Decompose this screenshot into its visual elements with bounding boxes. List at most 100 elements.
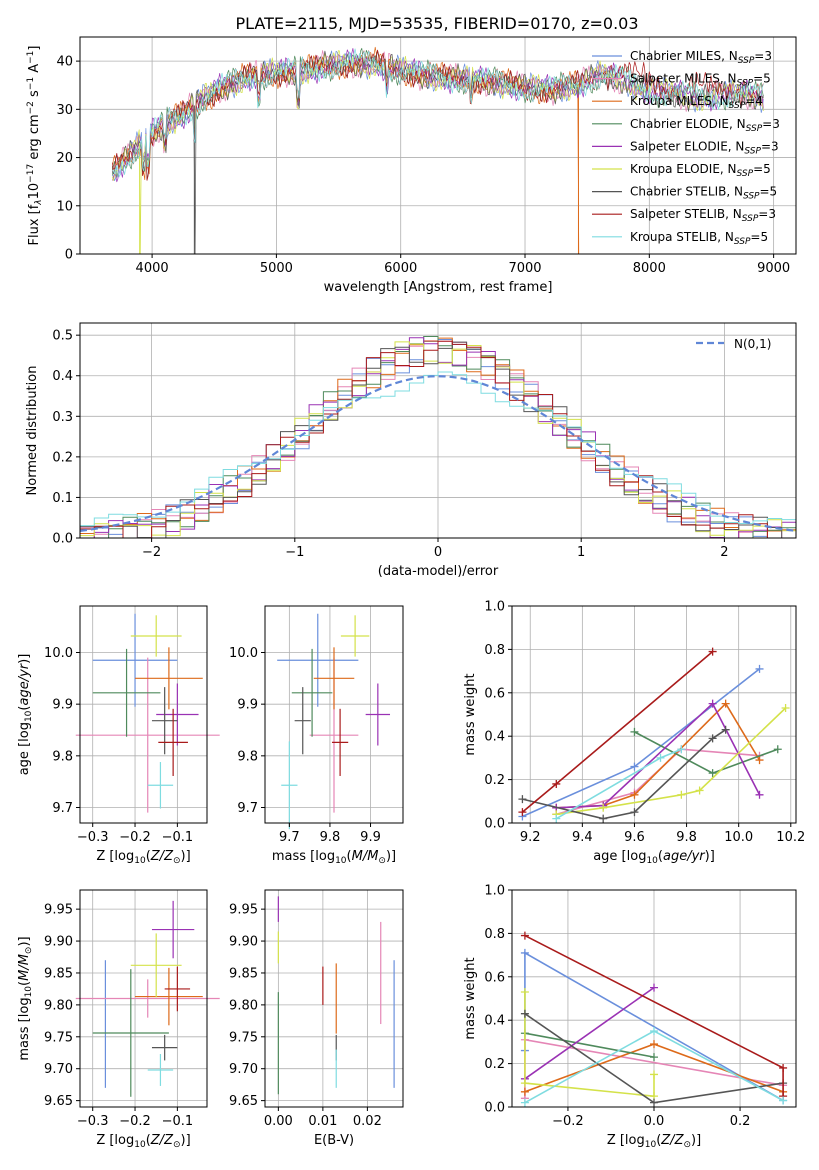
x-tick-label: 9.9 xyxy=(360,830,381,845)
weight-marker xyxy=(520,1009,529,1018)
weight-marker xyxy=(520,948,529,957)
histogram-salpeter-stelib xyxy=(80,340,796,539)
label-part: 10 xyxy=(24,986,34,998)
legend-label: Chabrier MILES, NSSP=3 xyxy=(630,49,772,66)
label-part: 10 xyxy=(335,856,347,866)
label-part: ( xyxy=(656,1133,661,1148)
x-tick-label: −0.1 xyxy=(162,830,194,845)
y-tick-label: 9.95 xyxy=(229,903,258,918)
y-tick-label: 9.9 xyxy=(237,698,258,713)
label-part: Salpeter MILES, N xyxy=(630,72,737,86)
y-axis-label: Normed distribution xyxy=(25,366,40,496)
age-vs-z-plot-area xyxy=(75,613,220,813)
y-tick-label: 0.4 xyxy=(484,730,505,745)
y-tick-label: 9.70 xyxy=(44,1062,73,1077)
weight-marker xyxy=(520,1098,529,1107)
weight-series-salpeter-stelib xyxy=(520,931,788,1101)
errorbar-point-kroupa-elodie xyxy=(340,615,370,657)
y-tick-label: 20 xyxy=(56,151,73,166)
weight-vs-age-frame: 9.2 9.4 9.6 9.8 10.0 10.2 0.0 0.2 0.4 0.6 0.8 1.0 ag… xyxy=(463,600,805,867)
weight-series-kroupa-stelib xyxy=(552,745,686,823)
legend-label: Salpeter ELODIE, NSSP=3 xyxy=(630,139,779,156)
label-part: )] xyxy=(17,936,32,946)
y-tick-label: 0.6 xyxy=(484,970,505,985)
label-part: −1 xyxy=(26,77,36,90)
spectrum-plot-area xyxy=(111,46,764,255)
weight-marker xyxy=(708,699,717,708)
label-part: )] xyxy=(181,1133,191,1148)
figure-title: PLATE=2115, MJD=53535, FIBERID=0170, z=0… xyxy=(235,14,638,33)
weight-marker xyxy=(721,725,730,734)
errorbar-point-chabrier-elodie xyxy=(92,969,169,1097)
errorbar-point-chabrier-elodie xyxy=(92,648,161,737)
x-tick-label: 9.8 xyxy=(676,830,697,845)
label-part: SSP xyxy=(744,146,761,156)
y-tick-label: 0.8 xyxy=(484,643,505,658)
spectrum-line-salpeter-miles xyxy=(111,50,764,173)
weight-line xyxy=(556,702,761,809)
weight-line xyxy=(524,1032,655,1058)
label-part: Normed distribution xyxy=(25,366,40,496)
x-tick-label: −0.1 xyxy=(162,1114,194,1129)
y-tick-label: 9.75 xyxy=(44,1030,73,1045)
x-tick-label: 4000 xyxy=(136,261,169,276)
axes-frame xyxy=(79,605,208,824)
x-tick-label: −0.3 xyxy=(77,830,109,845)
spectrum-line-chabrier-miles xyxy=(112,50,764,182)
weight-marker xyxy=(708,647,717,656)
errorbar-point-kroupa-stelib xyxy=(281,741,298,830)
label-part: Z [log xyxy=(607,1133,645,1148)
y-tick-label: 10.0 xyxy=(229,646,258,661)
weight-marker xyxy=(520,1079,529,1088)
mass-vs-ebv-axes: 0.00 0.01 0.02 9.65 9.70 9.75 9.80 9.85 9.90 9.95… xyxy=(229,889,404,1148)
x-tick-label: 9.2 xyxy=(520,830,541,845)
label-part: Salpeter STELIB, N xyxy=(630,207,742,221)
label-part: 10 xyxy=(24,710,34,722)
weight-series-chabrier-elodie xyxy=(630,727,782,778)
weight-line xyxy=(524,986,655,1080)
label-part: Chabrier STELIB, N xyxy=(630,185,743,199)
label-part: ( xyxy=(658,849,663,864)
x-tick-label: 6000 xyxy=(384,261,417,276)
y-tick-label: 0 xyxy=(65,248,73,263)
y-axis-label: mass weight xyxy=(463,957,478,1039)
label-part: =4 xyxy=(745,94,763,108)
label-part: ( xyxy=(17,706,32,711)
axes-frame xyxy=(264,889,404,1108)
x-tick-label: 9.6 xyxy=(624,830,645,845)
label-part: )] xyxy=(386,849,396,864)
y-tick-label: 0.5 xyxy=(52,329,73,344)
label-part: −1 xyxy=(26,51,36,64)
weight-marker xyxy=(755,664,764,673)
x-axis-label: mass [log10(M/M⊙)] xyxy=(272,849,396,866)
y-tick-label: 0.2 xyxy=(484,1057,505,1072)
y-tick-label: 0.0 xyxy=(484,1101,505,1116)
errorbar-point-salpeter-elodie xyxy=(156,683,199,746)
weight-series-kroupa-miles xyxy=(552,699,764,812)
label-part: age [log xyxy=(593,849,646,864)
y-tick-label: 9.70 xyxy=(229,1062,258,1077)
y-tick-label: 40 xyxy=(56,55,73,70)
label-part: =3 xyxy=(754,49,772,63)
y-tick-label: 9.75 xyxy=(229,1030,258,1045)
weight-marker xyxy=(518,795,527,804)
x-tick-label: −1 xyxy=(285,545,304,560)
legend-label: Kroupa ELODIE, NSSP=5 xyxy=(630,162,771,179)
y-tick-label: 9.65 xyxy=(229,1094,258,1109)
y-axis-label: Flux [fλ10−17 erg cm−2 s−1 A−1] xyxy=(26,46,44,246)
label-part: λ xyxy=(34,199,44,205)
weight-marker xyxy=(773,745,782,754)
label-part: =5 xyxy=(750,230,768,244)
label-part: ( xyxy=(17,981,32,986)
weight-marker xyxy=(552,779,561,788)
weight-line xyxy=(521,650,714,813)
label-part: mass [log xyxy=(17,997,32,1060)
x-tick-label: −0.3 xyxy=(77,1114,109,1129)
label-part: ⊙ xyxy=(24,947,34,955)
errorbar-point-salpeter-stelib xyxy=(331,708,349,776)
y-tick-label: 10 xyxy=(56,199,73,214)
x-tick-label: 9.8 xyxy=(320,830,341,845)
x-axis-label: age [log10(age/yr)] xyxy=(593,849,715,866)
errorbar-point-chabrier-miles xyxy=(277,613,359,707)
histogram-kroupa-stelib xyxy=(80,371,796,527)
